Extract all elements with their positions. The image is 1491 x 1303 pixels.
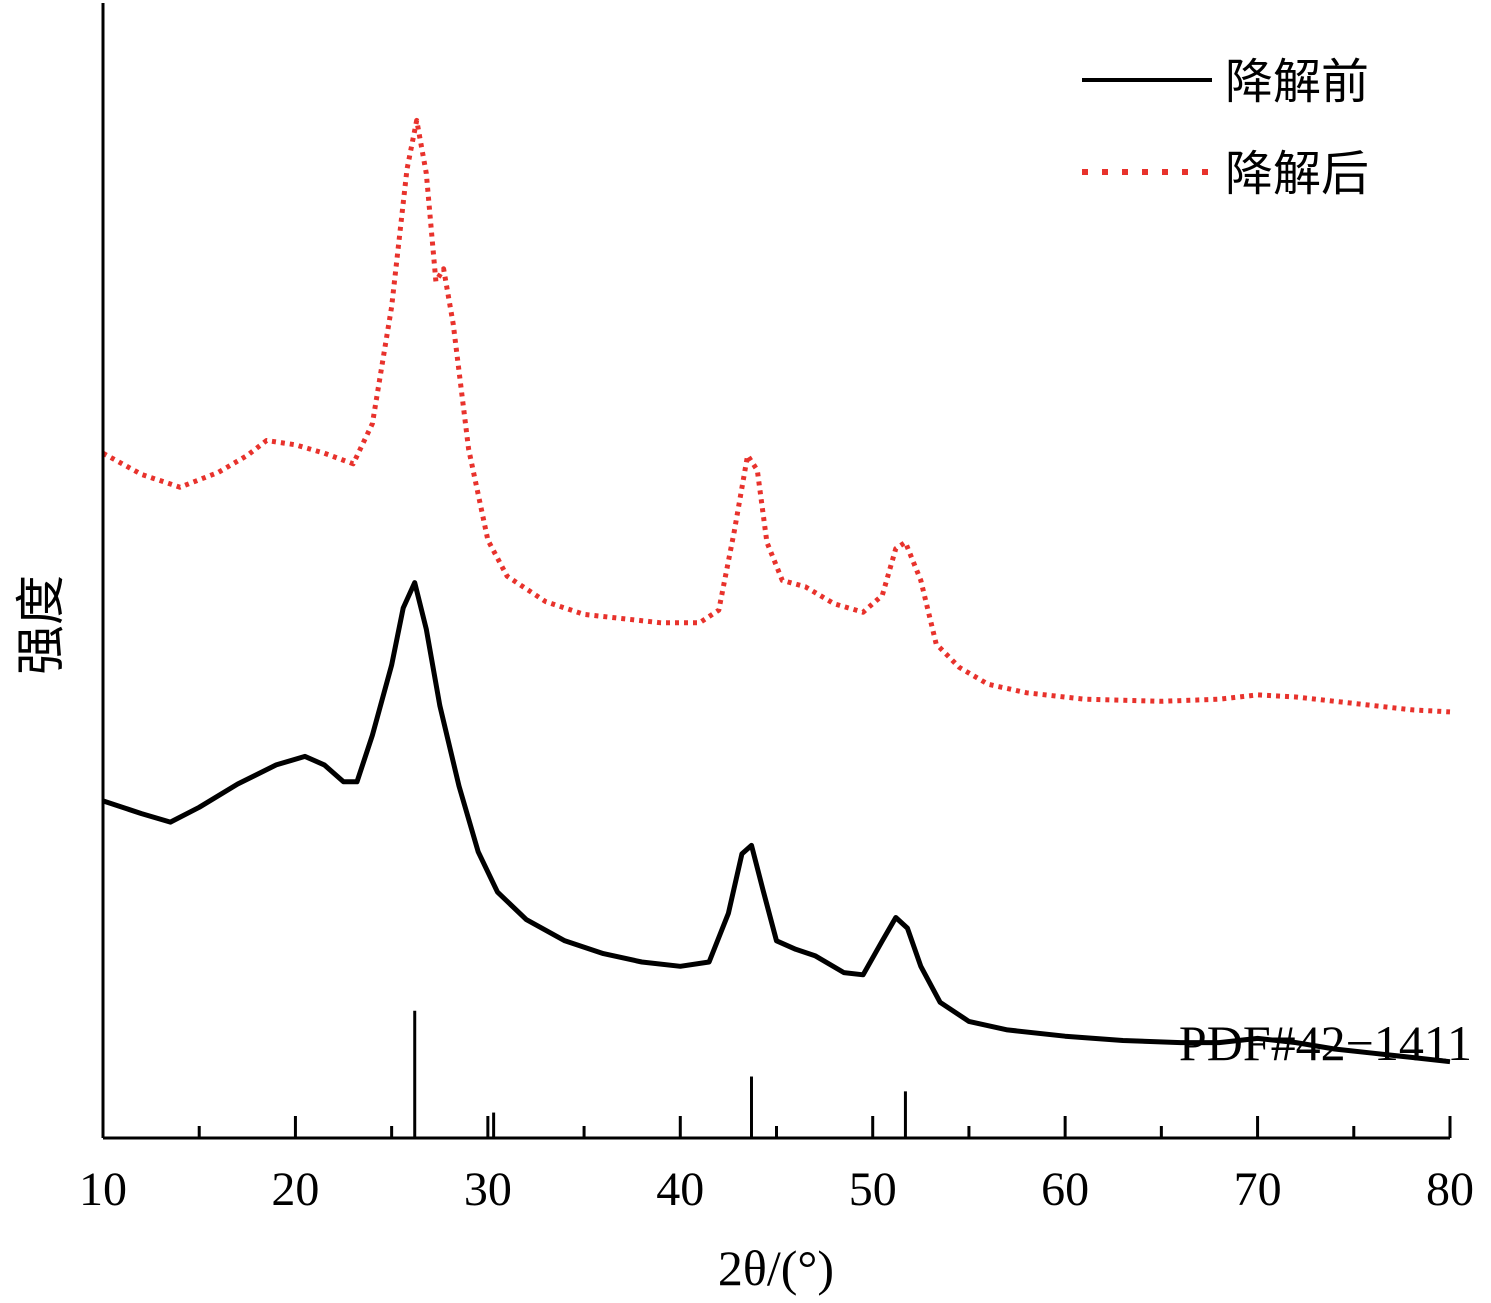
legend-label-before: 降解前 xyxy=(1225,54,1369,110)
legend-label-after: 降解后 xyxy=(1225,146,1369,202)
y-axis-label: 强度 xyxy=(13,575,69,675)
reference-label: PDF#42−1411 xyxy=(1179,1015,1472,1071)
series-line-before xyxy=(102,580,1451,1065)
x-ticks: 10 20 30 40 50 60 70 80 xyxy=(79,1116,1474,1216)
series-layer xyxy=(101,117,1451,1065)
reference-peaks xyxy=(413,1010,907,1138)
x-tick-label: 80 xyxy=(1426,1163,1474,1216)
x-tick-label: 50 xyxy=(849,1163,897,1216)
legend: 降解前 降解后 xyxy=(1082,54,1369,202)
x-tick-label: 20 xyxy=(271,1163,319,1216)
series-line-after xyxy=(101,117,1451,715)
x-tick-label: 60 xyxy=(1041,1163,1089,1216)
x-tick-label: 40 xyxy=(656,1163,704,1216)
x-tick-label: 70 xyxy=(1234,1163,1282,1216)
x-tick-label: 30 xyxy=(464,1163,512,1216)
x-axis-label: 2θ/(°) xyxy=(718,1240,834,1296)
x-tick-label: 10 xyxy=(79,1163,127,1216)
